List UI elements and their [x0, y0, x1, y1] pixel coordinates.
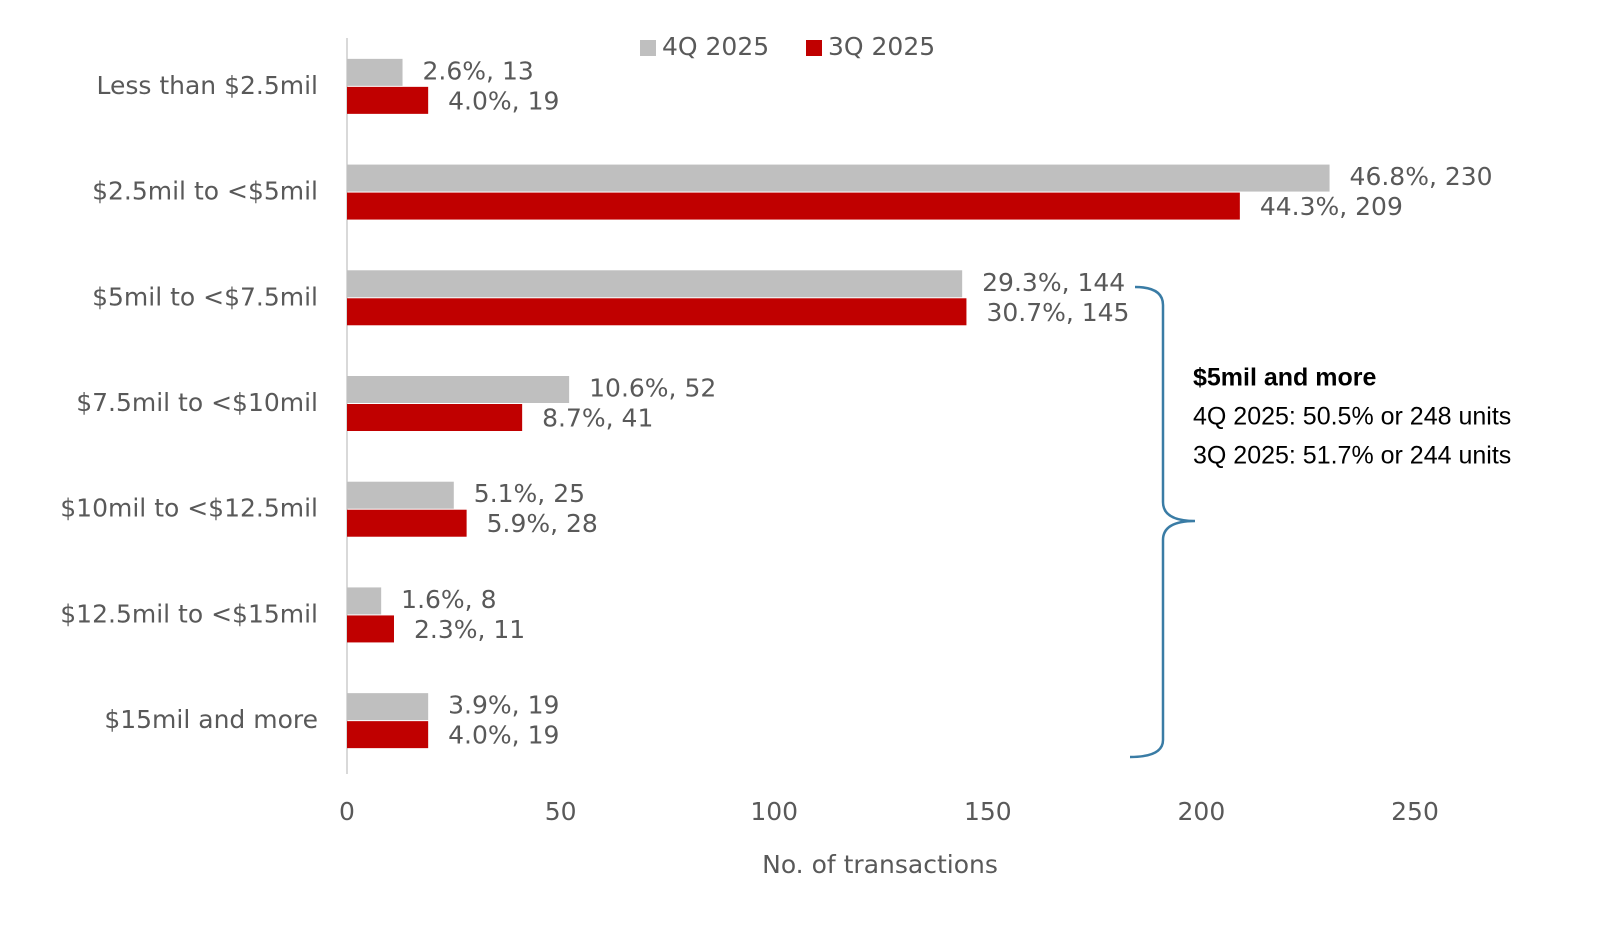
value-label: 2.6%, 13	[423, 56, 534, 85]
x-tick-label: 150	[964, 797, 1012, 826]
annotation: 3Q 2025: 51.7% or 244 units	[1193, 442, 1511, 470]
value-label: 46.8%, 230	[1350, 162, 1493, 191]
annotation: $5mil and more	[1193, 364, 1376, 392]
x-tick-label: 100	[750, 797, 798, 826]
y-tick-label: $5mil to <$7.5mil	[92, 282, 318, 311]
y-tick-label: $12.5mil to <$15mil	[60, 599, 318, 628]
legend-swatch	[806, 40, 822, 56]
x-tick-label: 0	[339, 797, 355, 826]
annotation: 4Q 2025: 50.5% or 248 units	[1193, 403, 1511, 431]
value-label: 10.6%, 52	[589, 374, 716, 403]
bar	[347, 481, 454, 509]
bar	[347, 270, 963, 298]
bracket	[1129, 285, 1196, 759]
bar	[347, 376, 570, 403]
x-tick-label: 250	[1391, 797, 1439, 826]
value-label: 4.0%, 19	[448, 86, 559, 115]
value-label: 30.7%, 145	[986, 298, 1129, 327]
y-tick-label: $10mil to <$12.5mil	[60, 494, 318, 523]
legend-label: 3Q 2025	[828, 32, 935, 61]
value-label: 44.3%, 209	[1260, 192, 1403, 221]
value-label: 1.6%, 8	[401, 585, 496, 614]
value-label: 2.3%, 11	[414, 615, 525, 644]
y-tick-label: $15mil and more	[104, 705, 318, 734]
bar	[347, 509, 467, 537]
y-tick-label: Less than $2.5mil	[96, 71, 318, 100]
x-tick-label: 200	[1178, 797, 1226, 826]
bar	[347, 298, 967, 326]
bar	[347, 587, 382, 615]
bar	[347, 615, 394, 643]
value-label: 5.9%, 28	[487, 509, 598, 538]
bar	[347, 164, 1330, 192]
value-label: 3.9%, 19	[448, 691, 559, 720]
bar	[347, 192, 1240, 220]
bar	[347, 693, 429, 721]
value-label: 4.0%, 19	[448, 721, 559, 750]
y-tick-label: $7.5mil to <$10mil	[76, 388, 318, 417]
y-tick-label: $2.5mil to <$5mil	[92, 177, 318, 206]
legend-label: 4Q 2025	[662, 32, 769, 61]
value-label: 8.7%, 41	[542, 404, 653, 433]
bar	[347, 86, 429, 114]
bar	[347, 58, 403, 86]
x-tick-label: 50	[545, 797, 577, 826]
bar	[347, 404, 523, 431]
bar	[347, 721, 429, 749]
legend-swatch	[640, 40, 656, 56]
value-label: 5.1%, 25	[474, 479, 585, 508]
value-label: 29.3%, 144	[982, 268, 1125, 297]
x-axis-label: No. of transactions	[762, 850, 998, 879]
